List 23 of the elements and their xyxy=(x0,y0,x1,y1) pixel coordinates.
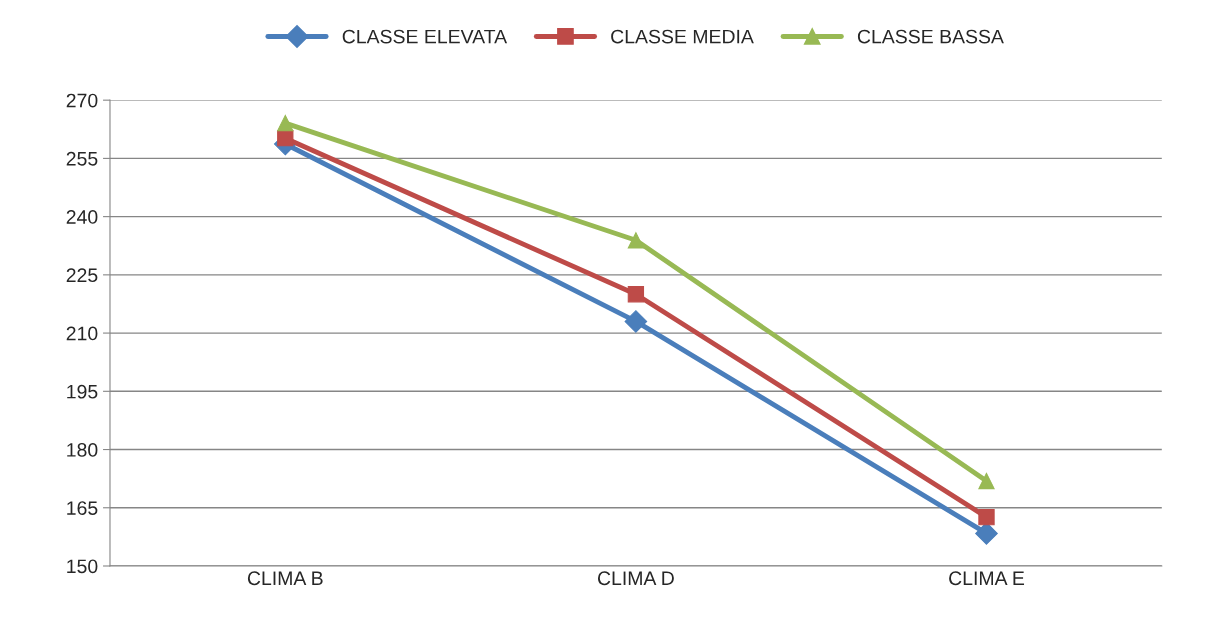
point xyxy=(978,508,995,526)
point xyxy=(624,310,648,333)
legend-label: CLASSE MEDIA xyxy=(611,29,754,44)
x-tick-label: CLIMA E xyxy=(949,571,1025,586)
x-tick-label: CLIMA B xyxy=(247,571,323,586)
y-tick-label: 150 xyxy=(67,559,98,574)
y-tick-label: 180 xyxy=(67,443,98,457)
y-tick-label: 195 xyxy=(67,384,98,399)
point xyxy=(277,114,294,132)
point xyxy=(975,522,998,545)
y-tick-label: 240 xyxy=(66,210,98,224)
y-tick-label: 165 xyxy=(67,501,98,515)
legend-label: CLASSE BASSA xyxy=(857,29,1004,44)
y-tick-label: 210 xyxy=(66,326,98,341)
y-tick-label: 225 xyxy=(66,268,98,283)
x-tick-label: CLIMA D xyxy=(597,571,674,586)
y-tick-label: 255 xyxy=(66,151,98,166)
point xyxy=(627,286,645,303)
legend-label: CLASSE ELEVATA xyxy=(342,29,508,44)
point xyxy=(627,232,645,249)
point xyxy=(277,130,294,147)
y-tick-label: 270 xyxy=(66,93,98,108)
point xyxy=(978,472,995,490)
